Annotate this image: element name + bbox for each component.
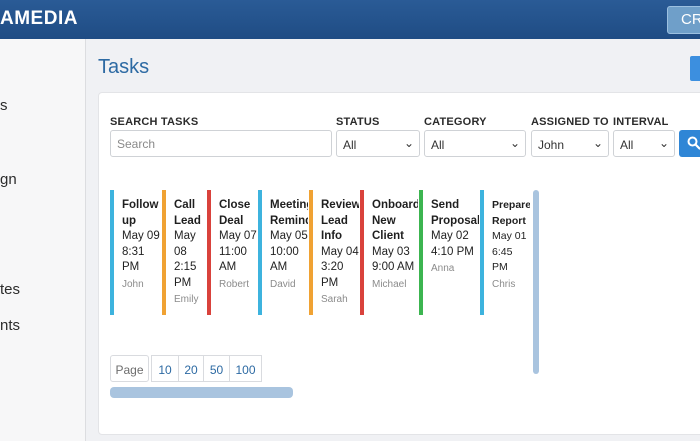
search-button[interactable] — [679, 130, 700, 157]
task-board: Follow up May 09 8:31 PM John Call Lead … — [110, 190, 540, 315]
task-datetime: May 07 11:00 AM — [219, 230, 257, 273]
sidebar-item-4[interactable]: nts — [0, 317, 21, 334]
status-select[interactable]: All ⌄ — [336, 130, 420, 157]
task-title: Prepare Report — [492, 199, 530, 227]
task-card[interactable]: Onboard New Client May 03 9:00 AM Michae… — [360, 190, 418, 315]
interval-select[interactable]: All ⌄ — [613, 130, 675, 157]
search-tasks-label: SEARCH TASKS — [110, 116, 199, 128]
page-size-50[interactable]: 50 — [203, 355, 230, 382]
task-assignee: Michael — [372, 278, 407, 290]
category-select-value: All — [431, 138, 445, 152]
task-assignee: David — [270, 278, 296, 290]
crm-button[interactable]: CRM — [667, 6, 700, 34]
task-title: Onboard New Client — [372, 199, 418, 242]
task-datetime: May 01 6:45 PM — [492, 230, 527, 273]
vertical-scrollbar[interactable] — [533, 190, 539, 374]
task-card[interactable]: Call Lead May 08 2:15 PM Emily — [162, 190, 206, 315]
task-card[interactable]: Follow up May 09 8:31 PM John — [110, 190, 160, 315]
task-title: Follow up — [122, 199, 159, 227]
top-bar: AMEDIA CRM — [0, 0, 700, 39]
page-label: Page — [110, 355, 149, 382]
task-assignee: Robert — [219, 278, 250, 290]
task-title: Send Proposal — [431, 199, 479, 227]
category-label: CATEGORY — [424, 116, 487, 128]
task-assignee: Emily — [174, 294, 199, 305]
horizontal-scrollbar[interactable] — [110, 387, 293, 398]
task-card[interactable]: Review Lead Info May 04 3:20 PM Sarah — [309, 190, 359, 315]
chevron-down-icon: ⌄ — [509, 136, 520, 150]
task-datetime: May 08 2:15 PM — [174, 230, 197, 289]
brand-logo[interactable]: AMEDIA — [0, 8, 78, 29]
status-label: STATUS — [336, 116, 380, 128]
assigned-to-select[interactable]: John ⌄ — [531, 130, 609, 157]
search-input[interactable] — [110, 130, 332, 157]
task-card[interactable]: Send Proposal May 02 4:10 PM Anna — [419, 190, 479, 315]
page-size-100[interactable]: 100 — [229, 355, 262, 382]
sidebar: s gn tes nts — [0, 39, 86, 441]
search-icon — [687, 136, 700, 150]
task-datetime: May 04 3:20 PM — [321, 245, 359, 289]
task-assignee: John — [122, 278, 144, 290]
task-assignee: Anna — [431, 263, 455, 274]
task-datetime: May 02 4:10 PM — [431, 230, 474, 258]
page-size-10[interactable]: 10 — [151, 355, 179, 382]
sidebar-item-2[interactable]: gn — [0, 171, 17, 188]
task-title: Review Lead Info — [321, 199, 359, 242]
task-card[interactable]: Close Deal May 07 11:00 AM Robert — [207, 190, 257, 315]
task-datetime: May 09 8:31 PM — [122, 230, 160, 273]
interval-label: INTERVAL — [613, 116, 669, 128]
task-card[interactable]: Meeting Reminder May 05 10:00 AM David — [258, 190, 308, 315]
interval-select-value: All — [620, 138, 634, 152]
status-select-value: All — [343, 138, 357, 152]
assigned-to-label: ASSIGNED TO — [531, 116, 609, 128]
task-datetime: May 05 10:00 AM — [270, 230, 308, 273]
task-title: Close Deal — [219, 199, 251, 227]
page-size-20[interactable]: 20 — [178, 355, 204, 382]
assigned-to-select-value: John — [538, 138, 565, 152]
chevron-down-icon: ⌄ — [592, 136, 603, 150]
page-title: Tasks — [98, 56, 150, 78]
task-title: Meeting Reminder — [270, 199, 308, 227]
task-card[interactable]: Prepare Report May 01 6:45 PM Chris — [480, 190, 530, 315]
chevron-down-icon: ⌄ — [658, 136, 669, 150]
chevron-down-icon: ⌄ — [403, 136, 414, 150]
task-title: Call Lead — [174, 199, 201, 227]
sidebar-item-1[interactable]: s — [0, 97, 8, 114]
task-assignee: Chris — [492, 278, 516, 290]
task-datetime: May 03 9:00 AM — [372, 245, 415, 274]
category-select[interactable]: All ⌄ — [424, 130, 526, 157]
sidebar-item-3[interactable]: tes — [0, 281, 21, 298]
add-task-button[interactable] — [690, 56, 700, 81]
task-assignee: Sarah — [321, 294, 348, 305]
